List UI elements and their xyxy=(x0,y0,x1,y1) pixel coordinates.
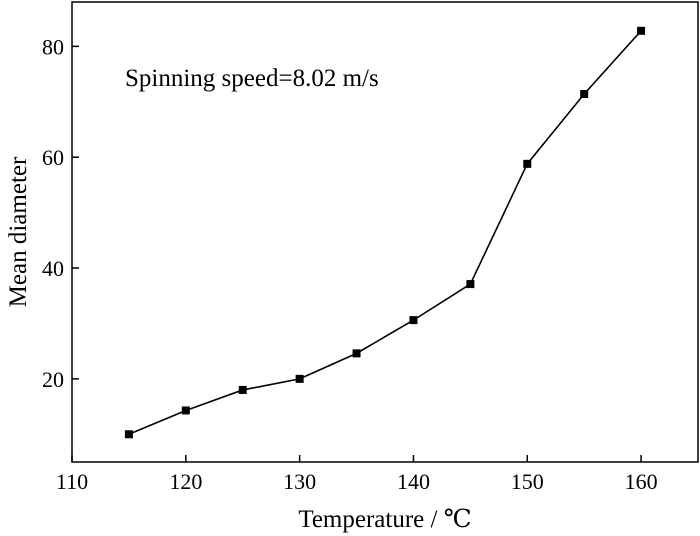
x-tick-label: 160 xyxy=(625,469,658,494)
x-tick-label: 110 xyxy=(56,469,88,494)
y-tick-label: 60 xyxy=(42,145,64,170)
data-point xyxy=(523,159,532,168)
data-point xyxy=(124,430,133,439)
data-markers xyxy=(124,26,646,439)
plot-frame xyxy=(71,1,699,463)
data-point xyxy=(238,385,247,394)
series-line xyxy=(128,30,642,436)
x-tick-label: 120 xyxy=(169,469,202,494)
x-tick-label: 140 xyxy=(397,469,430,494)
data-point xyxy=(466,280,475,289)
data-point xyxy=(295,374,304,383)
data-point xyxy=(580,90,589,98)
spinning-speed-annotation: Spinning speed=8.02 m/s xyxy=(125,65,379,92)
y-tick-label: 40 xyxy=(42,256,64,281)
x-tick-label: 130 xyxy=(283,469,316,494)
y-tick-label: 20 xyxy=(42,367,64,392)
data-point xyxy=(637,26,646,35)
y-axis-title: Mean diameter xyxy=(5,156,32,307)
data-point xyxy=(352,349,361,358)
x-tick-label: 150 xyxy=(511,469,544,494)
x-axis-title: Temperature / ℃ xyxy=(298,506,471,533)
y-axis-ticks: 20 40 60 80 xyxy=(42,34,79,392)
data-point xyxy=(409,316,418,325)
y-tick-label: 80 xyxy=(42,34,64,59)
data-point xyxy=(181,406,190,415)
x-axis-ticks: 110 120 130 140 150 160 xyxy=(56,455,658,494)
